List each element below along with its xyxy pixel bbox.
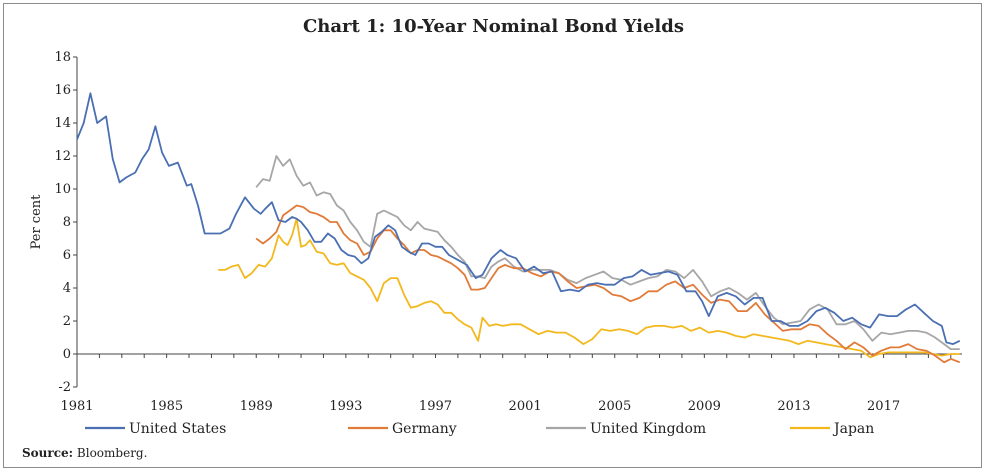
y-tick-label: 12 [54,149,71,164]
y-tick-label: 14 [54,116,71,131]
series-lines [76,92,961,364]
x-tick-label: 2017 [867,399,900,414]
x-tick-label: 1989 [240,399,273,414]
y-tick-label: 8 [63,215,71,230]
x-tick-label: 2005 [598,399,631,414]
y-tick-label: 2 [63,314,71,329]
y-tick-label: 16 [54,83,71,98]
y-axis-label: Per cent [29,194,44,250]
y-tick-label: 10 [54,182,71,197]
source-label: Source: [22,446,74,460]
x-tick-label: 2013 [777,399,810,414]
axes: -2 0 2 4 6 8 10 12 14 16 18 1981 1985 1989 1993 1997 200… [54,50,962,414]
legend-label-germany: Germany [392,421,457,437]
legend: United States Germany United Kingdom Japan [85,421,874,437]
x-tick-label: 1993 [329,399,362,414]
series-line-japan [218,217,960,359]
legend-label-japan: Japan [832,421,874,437]
x-tick-label: 1985 [150,399,183,414]
y-tick-label: 6 [63,248,71,263]
x-tick-label: 2009 [688,399,721,414]
x-tick-label: 1997 [419,399,452,414]
series-line-germany [255,204,961,364]
x-tick-label: 1981 [60,399,93,414]
legend-label-united-states: United States [129,421,226,437]
legend-label-united-kingdom: United Kingdom [590,421,706,437]
series-line-united-states [76,92,961,345]
source-note: Source: Bloomberg. [22,446,147,460]
source-text: Bloomberg. [76,446,148,460]
x-tick-label: 2001 [509,399,542,414]
chart-title: Chart 1: 10-Year Nominal Bond Yields [302,16,684,37]
chart-frame [3,3,982,468]
y-tick-label: 4 [63,281,71,296]
y-tick-label: 18 [54,50,71,65]
y-tick-label: 0 [63,347,71,362]
series-line-united-kingdom [255,155,960,350]
y-tick-label: -2 [58,380,71,395]
